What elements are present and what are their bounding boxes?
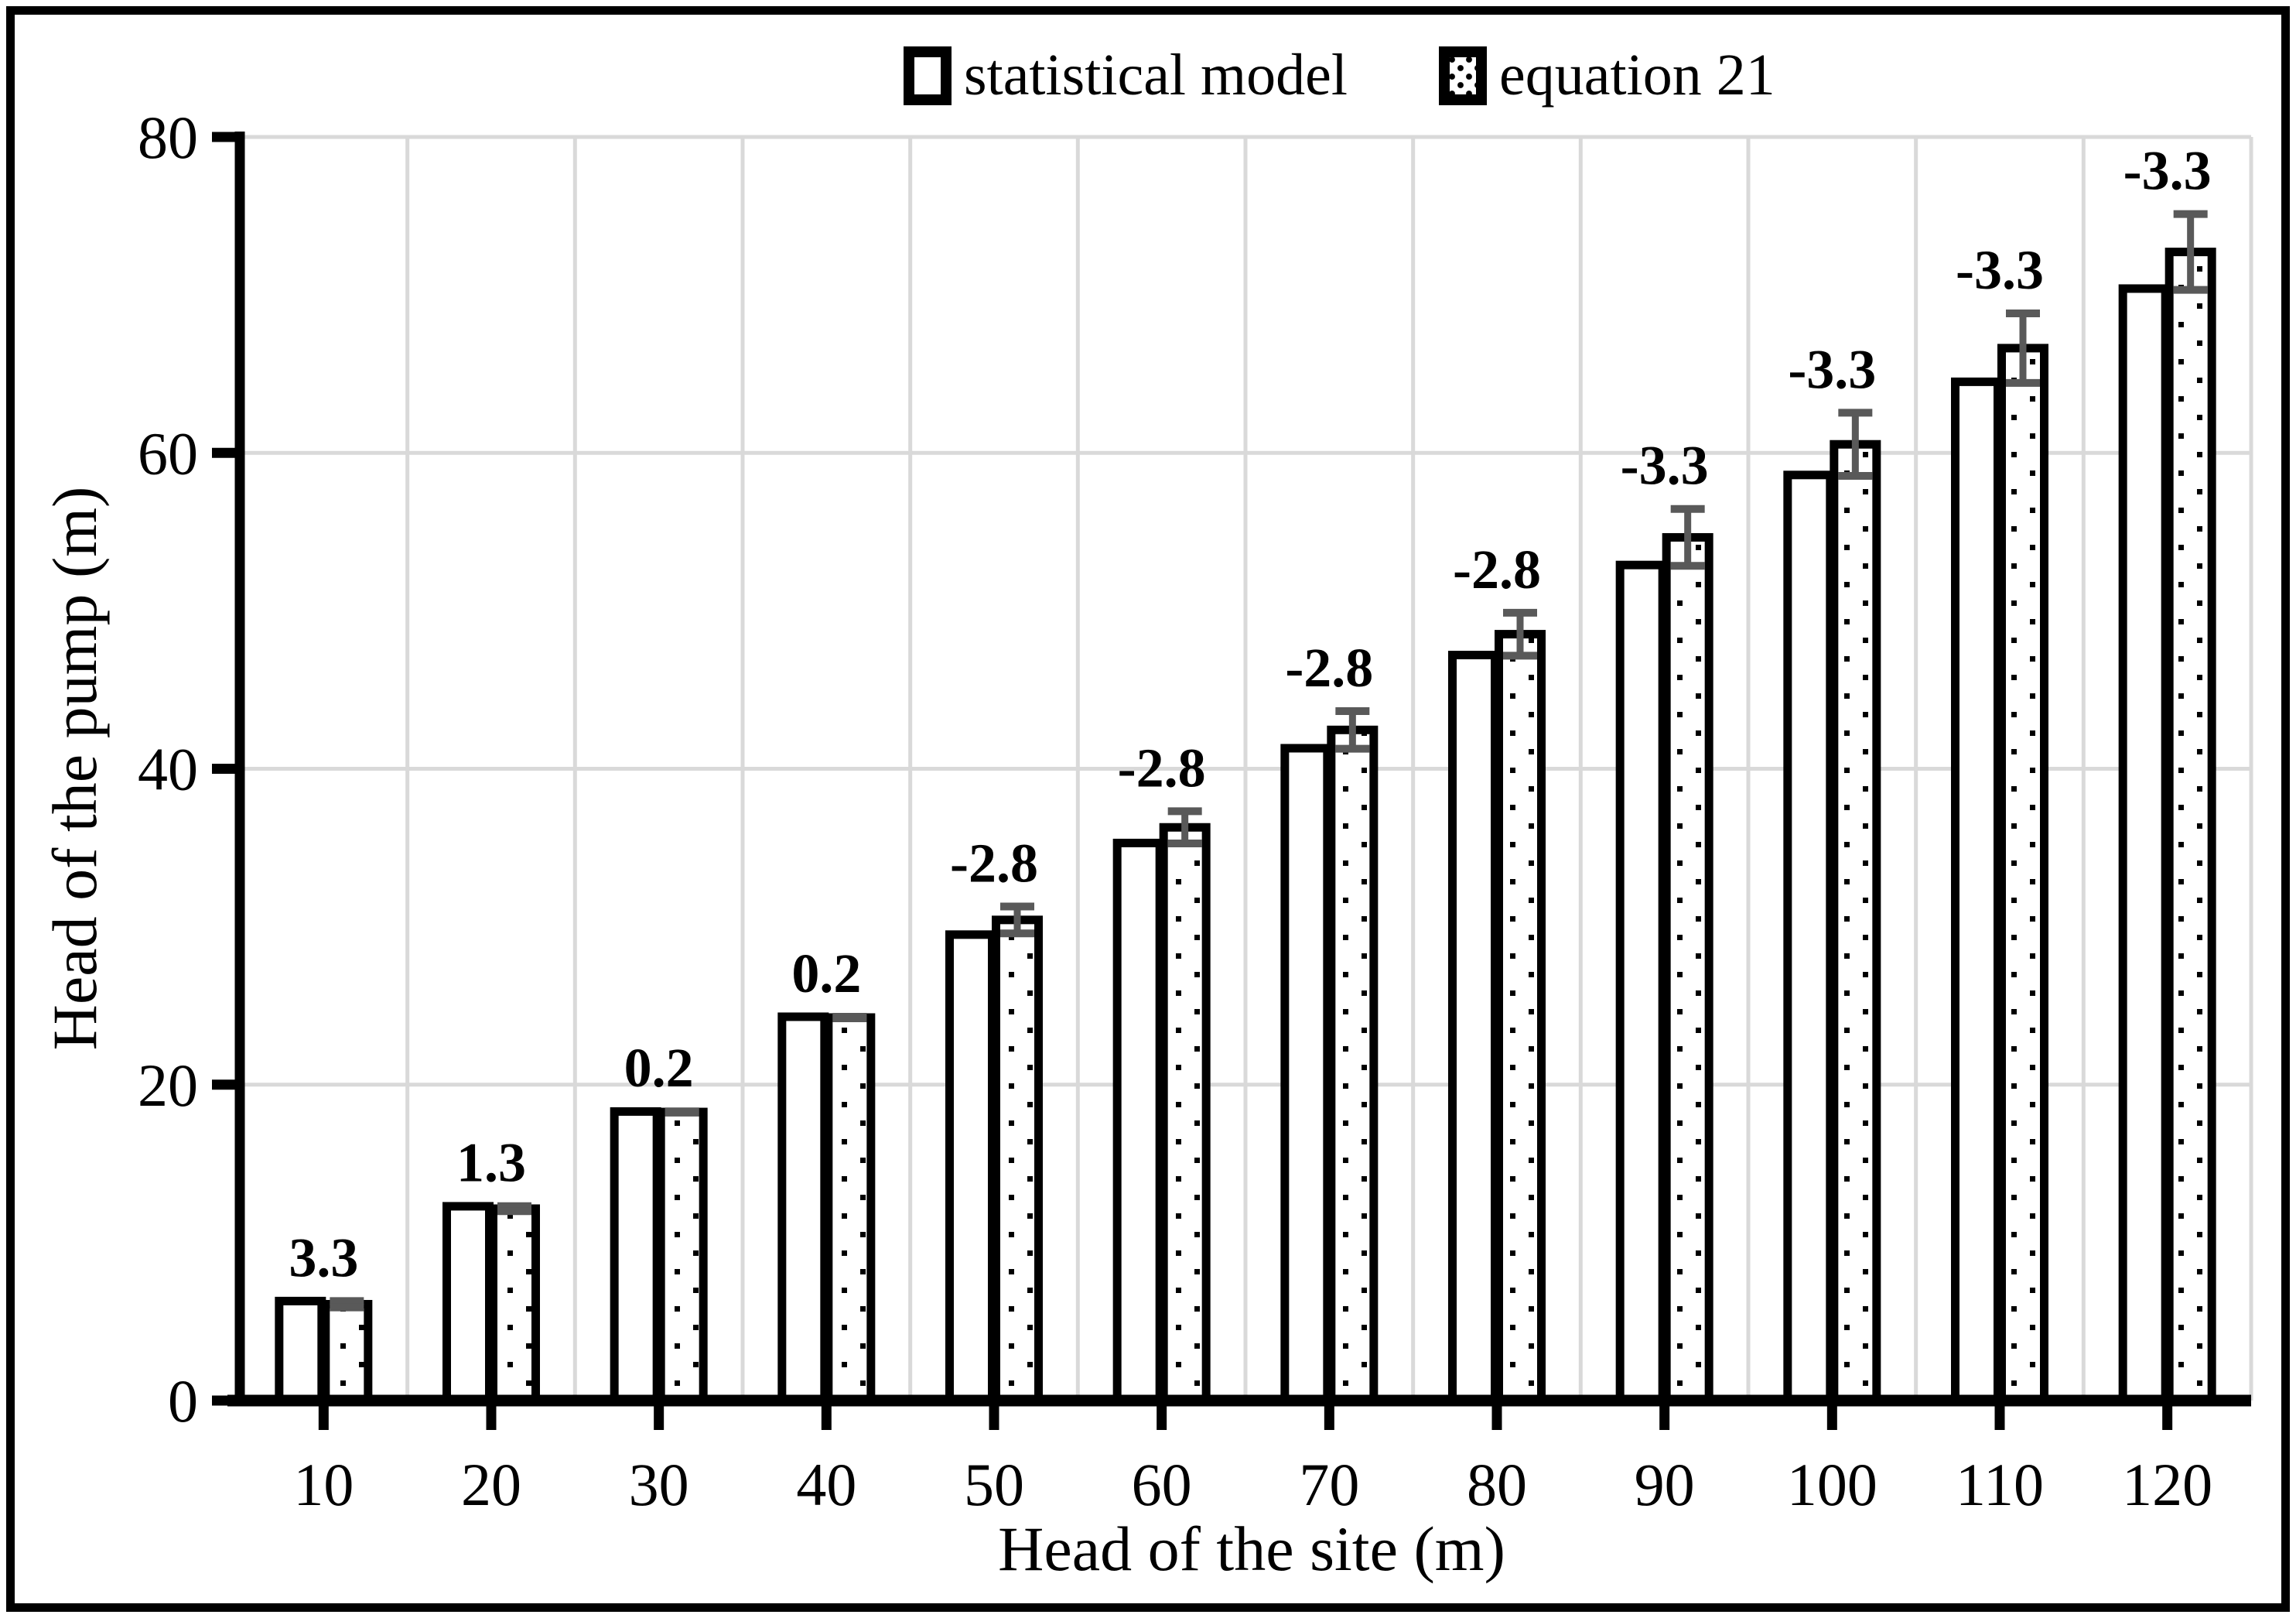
data-label-10: 3.3 <box>289 1226 358 1288</box>
bar-statistical-model-120 <box>2118 284 2170 1405</box>
x-tick-label-60: 60 <box>1132 1451 1192 1518</box>
y-tick-label-60: 60 <box>138 419 198 487</box>
data-label-100: -3.3 <box>1788 338 1876 400</box>
bar-statistical-model-80 <box>1448 651 1499 1405</box>
error-bar-30 <box>665 1107 699 1117</box>
bar-equation-21-40 <box>824 1013 876 1405</box>
bar-groups: 3.3 1.3 0.2 0.2 -2.8 -2.8 -2.8 -2.8 -3.3 -3.3 -3.3… <box>275 140 2216 1405</box>
bar-group-40: 0.2 <box>777 942 876 1405</box>
data-label-40: 0.2 <box>791 942 861 1004</box>
bar-statistical-model-110 <box>1951 377 2002 1405</box>
error-bar-60 <box>1167 807 1202 848</box>
bar-equation-21-60 <box>1159 823 1211 1405</box>
y-tick-label-20: 20 <box>138 1052 198 1119</box>
x-tick-label-20: 20 <box>461 1451 521 1518</box>
bar-group-70: -2.8 <box>1280 637 1379 1405</box>
bar-group-10: 3.3 <box>275 1226 373 1405</box>
x-tick-label-50: 50 <box>964 1451 1024 1518</box>
legend-item-equation-21: equation 21 <box>1439 42 1775 109</box>
open-bar-legend-marker-icon <box>904 46 952 105</box>
bar-group-100: -3.3 <box>1783 338 1881 1405</box>
bar-group-80: -2.8 <box>1448 539 1546 1405</box>
x-tick-label-70: 70 <box>1299 1451 1359 1518</box>
bar-equation-21-30 <box>656 1107 708 1405</box>
bar-equation-21-120 <box>2164 248 2216 1405</box>
bar-equation-21-10 <box>321 1299 373 1405</box>
x-tick-label-110: 110 <box>1956 1451 2044 1518</box>
x-tick-label-100: 100 <box>1787 1451 1877 1518</box>
data-label-90: -3.3 <box>1621 435 1709 497</box>
bar-group-90: -3.3 <box>1615 435 1713 1405</box>
x-tick-label-10: 10 <box>293 1451 354 1518</box>
bar-equation-21-70 <box>1327 725 1379 1405</box>
error-bar-50 <box>1000 902 1034 938</box>
data-label-120: -3.3 <box>2123 140 2212 202</box>
data-label-20: 1.3 <box>456 1132 526 1194</box>
error-bar-120 <box>2173 210 2208 294</box>
bar-group-30: 0.2 <box>610 1037 708 1405</box>
x-tick-label-80: 80 <box>1467 1451 1527 1518</box>
x-tick-label-120: 120 <box>2122 1451 2212 1518</box>
y-axis-title: Head of the pump (m) <box>39 486 110 1051</box>
x-tick-label-30: 30 <box>629 1451 689 1518</box>
error-bar-20 <box>497 1202 531 1216</box>
x-tick-label-90: 90 <box>1635 1451 1695 1518</box>
legend: statistical model equation 21 <box>904 42 1775 109</box>
bar-statistical-model-40 <box>777 1012 829 1405</box>
legend-label-statistical-model: statistical model <box>964 43 1348 108</box>
bar-group-50: -2.8 <box>945 832 1043 1405</box>
bar-group-20: 1.3 <box>442 1132 540 1405</box>
bar-statistical-model-90 <box>1615 560 1667 1405</box>
y-tick-label-0: 0 <box>168 1367 198 1435</box>
bar-statistical-model-70 <box>1280 744 1332 1405</box>
x-axis-title: Head of the site (m) <box>998 1514 1505 1584</box>
bar-statistical-model-20 <box>442 1202 494 1405</box>
data-label-60: -2.8 <box>1118 737 1206 799</box>
bar-equation-21-90 <box>1662 532 1713 1405</box>
data-label-30: 0.2 <box>624 1037 694 1099</box>
error-bar-10 <box>330 1297 364 1312</box>
y-tick-label-80: 80 <box>138 104 198 171</box>
bar-statistical-model-30 <box>610 1107 661 1405</box>
gridlines <box>240 135 2253 1401</box>
bar-equation-21-110 <box>1997 344 2048 1405</box>
legend-label-equation-21: equation 21 <box>1499 43 1775 108</box>
error-bar-90 <box>1670 505 1705 570</box>
bar-group-110: -3.3 <box>1951 239 2048 1405</box>
y-tick-label-40: 40 <box>138 736 198 803</box>
bar-equation-21-50 <box>992 915 1043 1405</box>
bar-equation-21-100 <box>1830 440 1881 1405</box>
error-bar-70 <box>1335 706 1370 753</box>
bar-equation-21-80 <box>1495 630 1546 1405</box>
bar-statistical-model-60 <box>1112 838 1164 1405</box>
bar-statistical-model-50 <box>945 930 996 1405</box>
error-bar-110 <box>2006 310 2040 387</box>
data-label-50: -2.8 <box>950 832 1038 894</box>
bar-group-60: -2.8 <box>1112 737 1211 1405</box>
error-bar-100 <box>1838 409 1873 481</box>
data-label-70: -2.8 <box>1285 637 1373 699</box>
data-label-80: -2.8 <box>1453 539 1541 600</box>
data-label-110: -3.3 <box>1956 239 2044 301</box>
axes: 0 20 40 60 80 10 20 30 40 50 60 70 80 90 100 110 120 <box>138 104 2251 1518</box>
dotted-bar-legend-marker-icon <box>1439 46 1488 105</box>
bar-group-120: -3.3 <box>2118 140 2216 1405</box>
legend-item-statistical-model: statistical model <box>904 42 1348 109</box>
error-bar-80 <box>1503 608 1537 660</box>
bar-statistical-model-10 <box>275 1296 326 1405</box>
x-tick-label-40: 40 <box>796 1451 856 1518</box>
error-bar-40 <box>832 1012 867 1023</box>
bar-equation-21-20 <box>489 1204 540 1405</box>
bar-statistical-model-100 <box>1783 470 1835 1405</box>
